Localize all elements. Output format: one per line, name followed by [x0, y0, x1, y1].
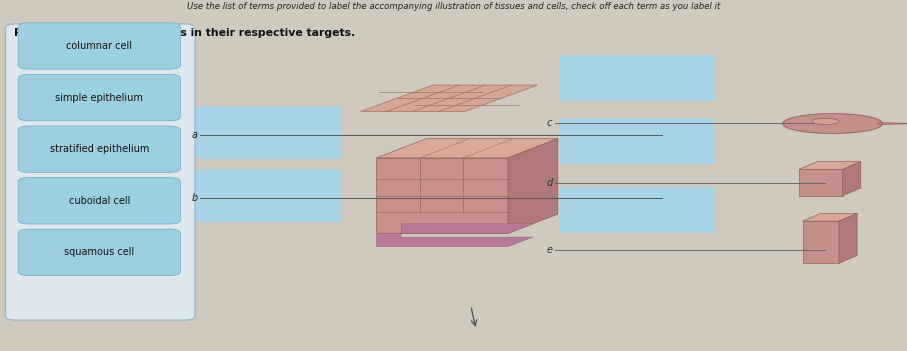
Text: stratified epithelium: stratified epithelium	[50, 144, 149, 154]
Polygon shape	[376, 158, 508, 233]
FancyBboxPatch shape	[18, 74, 180, 121]
Text: cuboidal cell: cuboidal cell	[69, 196, 130, 206]
Polygon shape	[508, 139, 558, 233]
Polygon shape	[376, 139, 558, 158]
FancyBboxPatch shape	[18, 23, 180, 69]
Polygon shape	[878, 122, 907, 125]
Polygon shape	[799, 170, 843, 196]
Text: a: a	[191, 130, 198, 140]
FancyBboxPatch shape	[18, 178, 180, 224]
Polygon shape	[376, 224, 532, 247]
Polygon shape	[839, 213, 857, 263]
Polygon shape	[843, 161, 861, 196]
Text: d: d	[546, 178, 552, 188]
FancyBboxPatch shape	[5, 24, 195, 320]
Text: b: b	[191, 193, 198, 203]
Text: squamous cell: squamous cell	[64, 247, 134, 257]
FancyBboxPatch shape	[560, 55, 715, 101]
Text: columnar cell: columnar cell	[66, 41, 132, 51]
Text: Use the list of terms provided to label the accompanying illustration of tissues: Use the list of terms provided to label …	[187, 2, 720, 11]
Ellipse shape	[812, 118, 839, 125]
Polygon shape	[783, 114, 883, 133]
FancyBboxPatch shape	[196, 169, 342, 222]
FancyBboxPatch shape	[196, 106, 342, 159]
FancyBboxPatch shape	[560, 187, 715, 233]
FancyBboxPatch shape	[18, 229, 180, 276]
Polygon shape	[803, 221, 839, 263]
Text: Place the appropriate labels in their respective targets.: Place the appropriate labels in their re…	[14, 28, 355, 38]
FancyBboxPatch shape	[18, 126, 180, 172]
FancyBboxPatch shape	[560, 118, 715, 164]
Text: e: e	[546, 245, 552, 255]
Text: simple epithelium: simple epithelium	[55, 93, 143, 102]
Text: c: c	[547, 118, 552, 128]
Polygon shape	[803, 213, 857, 221]
Polygon shape	[799, 161, 861, 170]
Polygon shape	[361, 85, 537, 112]
